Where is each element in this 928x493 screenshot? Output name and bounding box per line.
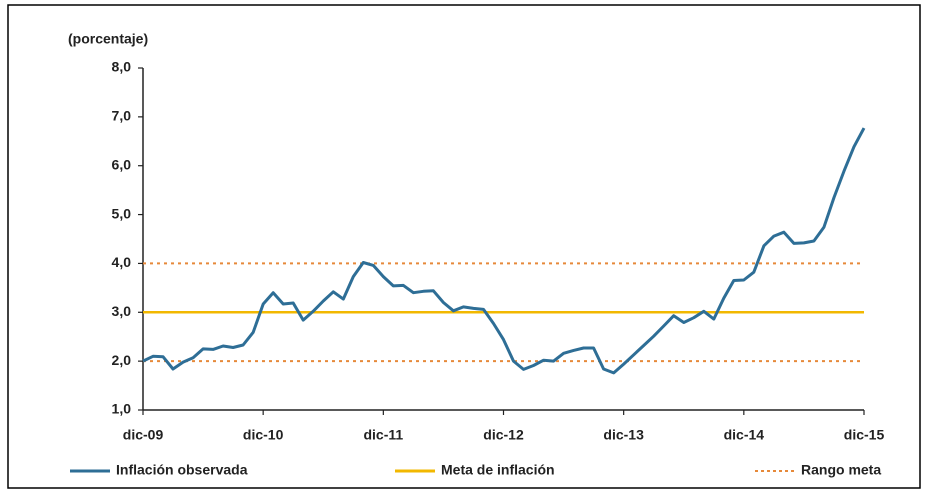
y-tick-label: 4,0 bbox=[112, 254, 132, 270]
y-tick-label: 3,0 bbox=[112, 303, 132, 319]
y-tick-label: 7,0 bbox=[112, 108, 132, 124]
x-tick-label: dic-14 bbox=[724, 427, 765, 443]
y-tick-label: 1,0 bbox=[112, 401, 132, 417]
legend-label: Rango meta bbox=[801, 462, 881, 478]
y-tick-label: 2,0 bbox=[112, 352, 132, 368]
x-tick-label: dic-10 bbox=[243, 427, 284, 443]
y-tick-label: 6,0 bbox=[112, 156, 132, 172]
y-tick-label: 8,0 bbox=[112, 59, 132, 75]
x-tick-label: dic-12 bbox=[483, 427, 524, 443]
y-tick-label: 5,0 bbox=[112, 205, 132, 221]
x-tick-label: dic-11 bbox=[363, 427, 403, 443]
x-tick-label: dic-15 bbox=[844, 427, 885, 443]
legend-label: Meta de inflación bbox=[441, 462, 555, 478]
y-axis-label: (porcentaje) bbox=[68, 31, 148, 47]
frame bbox=[7, 4, 921, 489]
x-tick-label: dic-09 bbox=[123, 427, 164, 443]
x-tick-label: dic-13 bbox=[603, 427, 644, 443]
data-line bbox=[142, 127, 866, 375]
legend-label: Inflación observada bbox=[116, 462, 248, 478]
